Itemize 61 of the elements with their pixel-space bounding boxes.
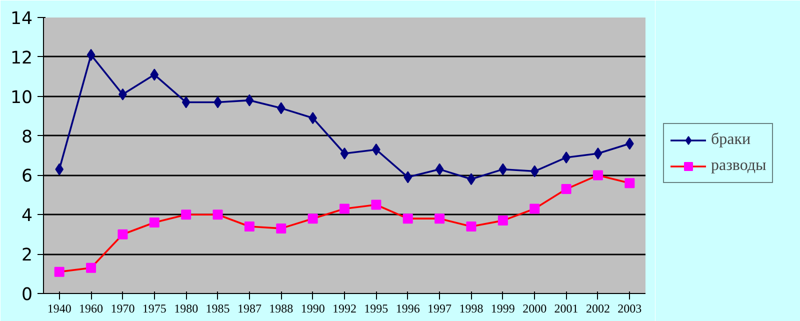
point <box>54 266 64 277</box>
point <box>498 163 508 176</box>
point <box>308 214 318 224</box>
point <box>182 96 190 108</box>
x-tick-label: 1995 <box>364 302 388 316</box>
x-tick-label: 1985 <box>206 302 230 316</box>
point <box>86 48 96 61</box>
point <box>276 223 286 234</box>
y-tick-label: 4 <box>21 206 33 226</box>
point <box>404 171 412 184</box>
y-tick-label: 0 <box>21 285 33 305</box>
point <box>245 94 254 106</box>
x-tick-label: 1975 <box>142 302 166 316</box>
x-tick-label: 1990 <box>300 302 325 316</box>
point <box>498 216 508 226</box>
point <box>530 165 539 178</box>
point <box>340 148 349 160</box>
point <box>276 102 286 114</box>
y-tick-label: 6 <box>21 166 33 187</box>
point <box>340 204 350 214</box>
point <box>86 262 96 273</box>
x-tick-label: 2003 <box>618 302 642 316</box>
x-tick-label: 1997 <box>428 302 452 316</box>
point <box>594 148 602 160</box>
point <box>402 214 413 224</box>
x-tick-label: 1992 <box>332 302 356 316</box>
point <box>435 163 444 176</box>
legend-label: разводы <box>711 157 766 175</box>
point <box>55 163 64 176</box>
y-tick-label: 8 <box>21 127 33 148</box>
x-tick-label: 1988 <box>269 302 294 316</box>
point <box>150 68 159 81</box>
point <box>118 229 128 240</box>
legend-label: браки <box>711 131 751 149</box>
point <box>244 221 254 232</box>
x-tick-label: 2001 <box>554 302 578 316</box>
x-tick-label: 1960 <box>79 302 104 316</box>
point <box>181 210 192 220</box>
x-tick-label: 1999 <box>490 302 515 316</box>
point <box>592 170 603 180</box>
point <box>149 218 160 228</box>
x-tick-label: 1987 <box>237 302 262 316</box>
y-tick-label: 10 <box>10 88 33 108</box>
point <box>625 138 634 150</box>
point <box>371 200 382 210</box>
point <box>434 214 445 224</box>
point <box>530 204 540 214</box>
y-tick-label: 14 <box>10 9 33 29</box>
y-tick-label: 2 <box>21 246 33 266</box>
x-tick-label: 1980 <box>174 302 198 316</box>
x-tick-label: 1996 <box>396 302 420 316</box>
x-tick-label: 1940 <box>47 302 72 316</box>
x-tick-label: 1998 <box>459 302 484 316</box>
point <box>561 184 572 194</box>
point <box>624 178 635 188</box>
x-tick-label: 2000 <box>522 302 547 316</box>
x-tick-label: 1970 <box>110 302 135 316</box>
point <box>466 221 476 232</box>
point <box>212 210 223 220</box>
y-tick-label: 12 <box>10 48 33 68</box>
x-tick-label: 2002 <box>586 302 610 316</box>
